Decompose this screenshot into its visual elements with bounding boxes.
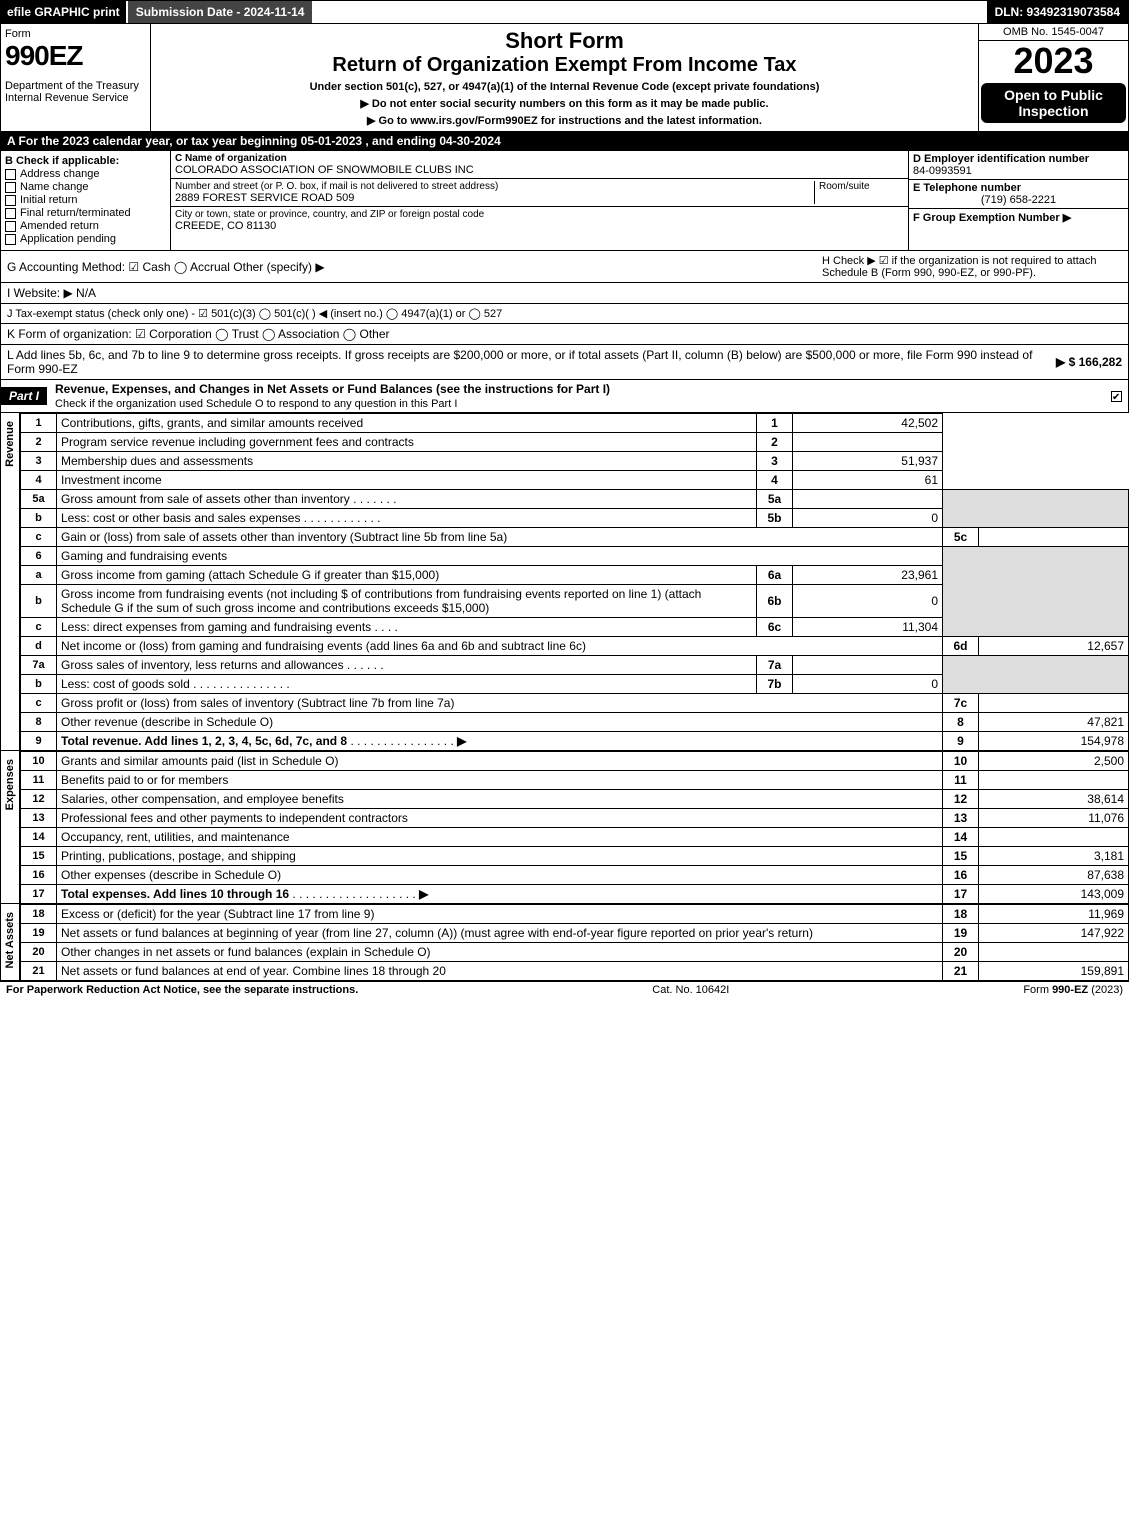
tax-year: 2023 — [979, 41, 1128, 81]
cb-initial-return[interactable]: Initial return — [5, 194, 166, 206]
efile-print-button[interactable]: efile GRAPHIC print — [1, 1, 126, 23]
org-name: COLORADO ASSOCIATION OF SNOWMOBILE CLUBS… — [175, 164, 904, 176]
cb-amended-return[interactable]: Amended return — [5, 220, 166, 232]
expenses-table: 10Grants and similar amounts paid (list … — [20, 751, 1129, 904]
box-e-label: E Telephone number — [913, 182, 1124, 194]
top-bar: efile GRAPHIC print Submission Date - 20… — [0, 0, 1129, 24]
part-1-header: Part I Revenue, Expenses, and Changes in… — [0, 380, 1129, 413]
no-ssn-note: ▶ Do not enter social security numbers o… — [157, 97, 972, 110]
form-number: 990EZ — [5, 40, 146, 72]
netassets-table: 18Excess or (deficit) for the year (Subt… — [20, 904, 1129, 981]
ein-value: 84-0993591 — [913, 165, 1124, 177]
row-g-accounting: G Accounting Method: ☑ Cash ◯ Accrual Ot… — [7, 260, 816, 274]
box-c-label: C Name of organization — [175, 153, 904, 164]
row-l-gross-receipts: L Add lines 5b, 6c, and 7b to line 9 to … — [0, 345, 1129, 380]
telephone-value: (719) 658-2221 — [913, 194, 1124, 206]
footer-left: For Paperwork Reduction Act Notice, see … — [6, 984, 358, 996]
open-to-public: Open to Public Inspection — [981, 83, 1126, 123]
revenue-table: 1Contributions, gifts, grants, and simil… — [20, 413, 1129, 751]
row-l-amount: ▶ $ 166,282 — [1056, 355, 1122, 369]
under-section: Under section 501(c), 527, or 4947(a)(1)… — [157, 81, 972, 93]
box-f-label: F Group Exemption Number ▶ — [913, 211, 1124, 224]
cb-name-change[interactable]: Name change — [5, 181, 166, 193]
footer-form-ref: Form 990-EZ (2023) — [1023, 984, 1123, 996]
part-1-check: Check if the organization used Schedule … — [55, 398, 457, 410]
page-footer: For Paperwork Reduction Act Notice, see … — [0, 981, 1129, 998]
room-label: Room/suite — [819, 181, 904, 192]
form-word: Form — [5, 28, 146, 40]
row-a-tax-year: A For the 2023 calendar year, or tax yea… — [0, 132, 1129, 151]
dln-label: DLN: 93492319073584 — [987, 1, 1128, 23]
short-form-title: Short Form — [157, 28, 972, 54]
row-h-schedule-b: H Check ▶ ☑ if the organization is not r… — [822, 254, 1122, 279]
submission-date: Submission Date - 2024-11-14 — [126, 1, 313, 23]
cb-final-return[interactable]: Final return/terminated — [5, 207, 166, 219]
org-city: CREEDE, CO 81130 — [175, 220, 904, 232]
cb-application-pending[interactable]: Application pending — [5, 233, 166, 245]
street-label: Number and street (or P. O. box, if mail… — [175, 181, 814, 192]
footer-cat-no: Cat. No. 10642I — [652, 984, 729, 996]
row-i-website: I Website: ▶ N/A — [0, 283, 1129, 304]
form-header: Form 990EZ Department of the Treasury In… — [0, 24, 1129, 132]
box-b-label: B Check if applicable: — [5, 155, 166, 167]
goto-link[interactable]: ▶ Go to www.irs.gov/Form990EZ for instru… — [157, 114, 972, 127]
dept-label: Department of the Treasury — [5, 80, 146, 92]
part-1-checkbox[interactable] — [1111, 391, 1122, 402]
row-g-h: G Accounting Method: ☑ Cash ◯ Accrual Ot… — [0, 251, 1129, 283]
row-k-org-form: K Form of organization: ☑ Corporation ◯ … — [0, 324, 1129, 345]
return-title: Return of Organization Exempt From Incom… — [157, 54, 972, 77]
part-1-title: Revenue, Expenses, and Changes in Net As… — [55, 382, 610, 396]
org-street: 2889 FOREST SERVICE ROAD 509 — [175, 192, 814, 204]
part-1-label: Part I — [1, 387, 47, 405]
org-info-grid: B Check if applicable: Address change Na… — [0, 151, 1129, 251]
omb-number: OMB No. 1545-0047 — [979, 24, 1128, 41]
irs-label: Internal Revenue Service — [5, 92, 146, 104]
revenue-side-label: Revenue — [0, 413, 20, 751]
netassets-side-label: Net Assets — [0, 904, 20, 981]
row-j-tax-exempt: J Tax-exempt status (check only one) - ☑… — [0, 304, 1129, 324]
row-l-text: L Add lines 5b, 6c, and 7b to line 9 to … — [7, 348, 1050, 376]
cb-address-change[interactable]: Address change — [5, 168, 166, 180]
box-d-label: D Employer identification number — [913, 153, 1124, 165]
expenses-side-label: Expenses — [0, 751, 20, 904]
city-label: City or town, state or province, country… — [175, 209, 904, 220]
